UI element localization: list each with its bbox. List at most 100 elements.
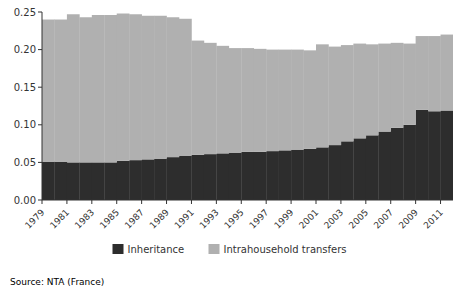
x-tick-label: 1991 xyxy=(173,207,196,230)
x-tick-label: 1995 xyxy=(222,207,245,230)
x-tick-label: 1983 xyxy=(73,207,96,230)
x-tick xyxy=(66,200,67,204)
bars xyxy=(42,14,453,200)
bar-segment xyxy=(216,46,229,154)
y-tick xyxy=(38,162,42,163)
bar-segment xyxy=(117,14,130,161)
bar-segment xyxy=(42,20,55,162)
x-tick xyxy=(141,200,142,204)
bar-segment xyxy=(378,132,391,200)
bar-segment xyxy=(104,15,117,162)
bar-segment xyxy=(191,155,204,200)
bar-segment xyxy=(366,44,379,135)
bar-segment xyxy=(353,44,366,139)
x-tick-label: 2003 xyxy=(322,207,345,230)
bar-segment xyxy=(378,44,391,132)
bar-segment xyxy=(229,153,242,200)
bar-segment xyxy=(92,15,105,162)
bar-segment xyxy=(441,111,453,200)
x-tick-label: 2009 xyxy=(397,207,420,230)
legend-swatch xyxy=(209,244,220,254)
bar-segment xyxy=(279,50,292,151)
bar-segment xyxy=(167,17,180,157)
bar-segment xyxy=(129,14,142,160)
legend: Inheritance Intrahousehold transfers xyxy=(113,244,347,255)
bar-segment xyxy=(154,16,167,159)
bar-segment xyxy=(179,19,192,156)
bar-segment xyxy=(366,135,379,200)
bar-segment xyxy=(241,152,254,200)
bar-segment xyxy=(304,50,317,149)
x-tick xyxy=(340,200,341,204)
bar-segment xyxy=(79,162,92,200)
x-axis-line xyxy=(42,200,453,201)
bar-segment xyxy=(191,41,204,155)
legend-label: Intrahousehold transfers xyxy=(224,244,347,255)
x-tick-label: 1999 xyxy=(272,207,295,230)
legend-swatch xyxy=(113,244,124,254)
x-tick xyxy=(216,200,217,204)
x-tick xyxy=(415,200,416,204)
y-tick-label: 0.00 xyxy=(14,195,36,206)
x-tick-label: 1985 xyxy=(98,207,121,230)
bar-segment xyxy=(179,156,192,200)
bar-segment xyxy=(254,49,267,152)
x-tick xyxy=(316,200,317,204)
bar-segment xyxy=(428,111,441,200)
x-tick xyxy=(91,200,92,204)
bar-segment xyxy=(328,145,341,200)
x-tick-label: 1997 xyxy=(247,207,270,230)
bar-segment xyxy=(291,50,304,150)
bar-segment xyxy=(167,157,180,200)
x-tick xyxy=(42,200,43,204)
bar-segment xyxy=(142,159,155,200)
y-tick xyxy=(38,49,42,50)
bar-segment xyxy=(117,161,130,200)
bar-segment xyxy=(403,125,416,200)
bar-segment xyxy=(291,150,304,200)
bar-segment xyxy=(204,43,217,154)
bar-segment xyxy=(92,162,105,200)
bar-segment xyxy=(316,44,329,147)
x-tick xyxy=(291,200,292,204)
y-axis-line xyxy=(42,12,43,200)
bar-segment xyxy=(279,150,292,200)
x-tick xyxy=(390,200,391,204)
x-tick xyxy=(116,200,117,204)
y-tick-label: 0.20 xyxy=(14,44,36,55)
y-tick-label: 0.15 xyxy=(14,82,36,93)
bar-segment xyxy=(142,16,155,160)
bar-segment xyxy=(403,44,416,125)
x-tick-label: 2007 xyxy=(372,207,395,230)
x-tick xyxy=(440,200,441,204)
bar-segment xyxy=(216,153,229,200)
x-tick-label: 1981 xyxy=(48,207,71,230)
x-tick xyxy=(266,200,267,204)
legend-label: Inheritance xyxy=(128,244,185,255)
y-tick-label: 0.25 xyxy=(14,7,36,18)
y-tick xyxy=(38,87,42,88)
bar-segment xyxy=(254,152,267,200)
bar-segment xyxy=(391,43,404,128)
bar-segment xyxy=(266,151,279,200)
x-tick-label: 2011 xyxy=(422,207,445,230)
bar-segment xyxy=(42,162,55,200)
bar-segment xyxy=(428,36,441,111)
source-note: Source: NTA (France) xyxy=(10,277,104,287)
x-tick-label: 1993 xyxy=(198,207,221,230)
x-tick-label: 1979 xyxy=(23,207,46,230)
bar-segment xyxy=(266,50,279,152)
bar-segment xyxy=(129,160,142,200)
x-tick-label: 2001 xyxy=(297,207,320,230)
chart: 0.000.050.100.150.200.251979198119831985… xyxy=(0,0,467,297)
y-tick-label: 0.05 xyxy=(14,157,36,168)
bar-segment xyxy=(341,141,354,200)
bar-segment xyxy=(391,128,404,200)
bar-segment xyxy=(304,149,317,200)
bar-segment xyxy=(104,162,117,200)
bar-segment xyxy=(341,45,354,141)
bar-segment xyxy=(316,147,329,200)
bar-segment xyxy=(79,17,92,162)
bar-segment xyxy=(241,48,254,152)
bar-segment xyxy=(204,154,217,200)
